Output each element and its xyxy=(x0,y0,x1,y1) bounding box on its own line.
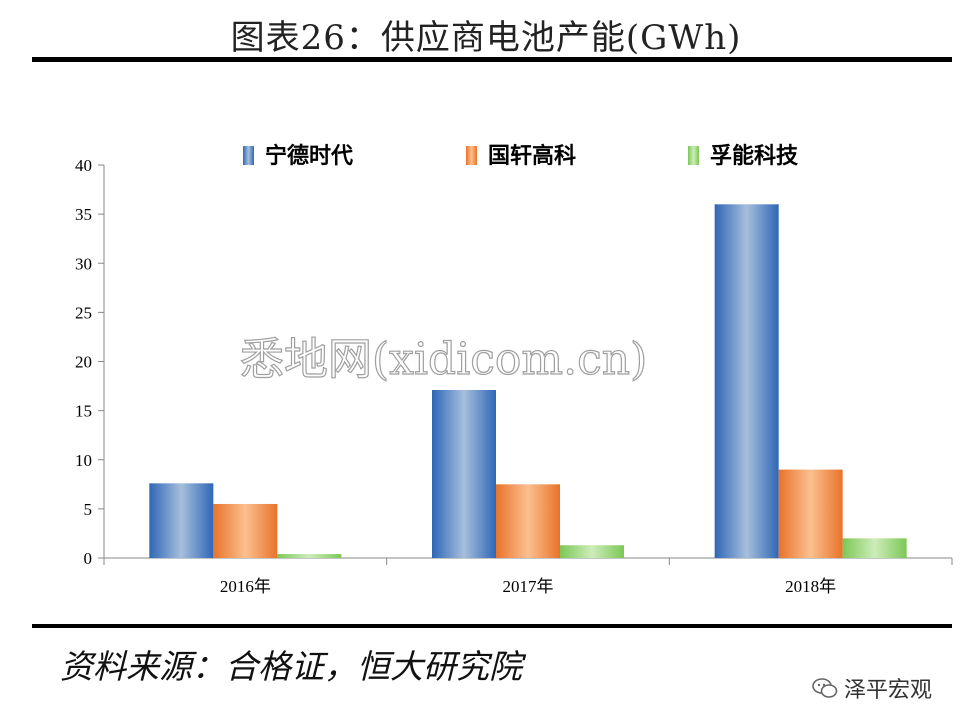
bar-3-1 xyxy=(277,554,342,558)
legend-swatch xyxy=(243,146,254,165)
bar-1-2 xyxy=(432,389,496,558)
y-tick-label: 25 xyxy=(75,303,92,322)
bar-3-3 xyxy=(842,538,907,558)
brand-label: 泽平宏观 xyxy=(812,672,932,704)
legend-swatch xyxy=(688,146,699,165)
bar-3-2 xyxy=(560,545,624,558)
legend-label: 孚能科技 xyxy=(710,143,799,169)
bar-chart: 宁德时代 国轩高科 孚能科技 0 5 10 15 20 25 30 35 40 2016年 2017年… xyxy=(75,143,953,596)
y-tick-label: 0 xyxy=(84,549,93,568)
x-tick-label: 2016年 xyxy=(220,577,271,596)
x-tick-label: 2017年 xyxy=(503,577,554,596)
y-tick-label: 15 xyxy=(75,402,92,421)
legend-swatch xyxy=(466,146,477,165)
bottom-rule xyxy=(32,624,952,628)
y-tick-label: 30 xyxy=(75,254,92,273)
bar-1-1 xyxy=(149,483,214,558)
watermark: 悉地网(xidicom.cn) xyxy=(240,334,647,385)
y-tick-label: 40 xyxy=(75,156,92,175)
legend: 宁德时代 国轩高科 孚能科技 xyxy=(243,143,799,169)
y-tick-label: 35 xyxy=(75,205,92,224)
legend-label: 国轩高科 xyxy=(488,143,576,169)
y-axis: 0 5 10 15 20 25 30 35 40 xyxy=(75,156,105,568)
bar-2-3 xyxy=(778,469,843,558)
source-note: 资料来源：合格证，恒大研究院 xyxy=(60,647,522,686)
legend-label: 宁德时代 xyxy=(265,143,353,169)
page-title: 图表26：供应商电池产能(GWh) xyxy=(230,18,742,58)
bar-2-2 xyxy=(496,484,560,558)
x-tick-label: 2018年 xyxy=(785,577,836,596)
x-axis: 2016年 2017年 2018年 xyxy=(103,557,953,596)
bar-1-3 xyxy=(714,204,779,559)
y-tick-label: 20 xyxy=(75,353,92,372)
y-tick-label: 5 xyxy=(84,500,93,519)
bar-2-1 xyxy=(213,503,278,558)
top-rule xyxy=(32,57,952,62)
wechat-icon xyxy=(812,678,838,698)
bars xyxy=(149,204,907,559)
brand-name: 泽平宏观 xyxy=(844,678,933,703)
y-tick-label: 10 xyxy=(75,451,92,470)
